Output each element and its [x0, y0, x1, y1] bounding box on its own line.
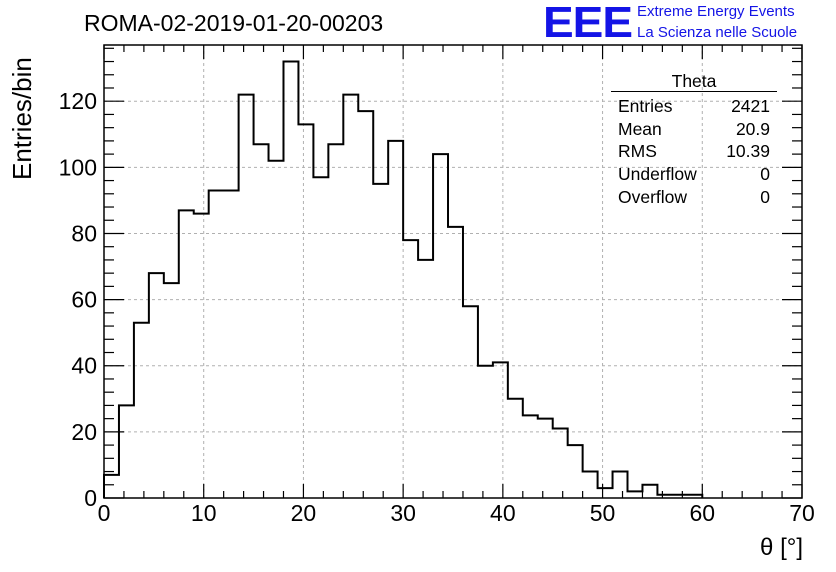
y-tick-label: 40 [71, 353, 97, 379]
stats-label: Mean [618, 118, 662, 139]
stats-row-entries: Entries 2421 [611, 95, 777, 118]
stats-row-underflow: Underflow 0 [611, 163, 777, 186]
x-tick-label: 50 [590, 500, 616, 526]
logo-line-1: Extreme Energy Events [637, 3, 795, 20]
x-tick-label: 20 [291, 500, 317, 526]
y-tick-label: 60 [71, 287, 97, 313]
axis-tick-labels: 0 10 20 30 40 50 60 70 0 20 40 60 80 100 120 [59, 88, 815, 526]
stats-value: 0 [760, 164, 770, 185]
stats-value: 0 [760, 186, 770, 207]
x-tick-label: 0 [98, 500, 111, 526]
y-tick-label: 20 [71, 419, 97, 445]
statistics-box: Theta Entries 2421 Mean 20.9 RMS 10.39 Underfl… [611, 72, 777, 208]
stats-label: Underflow [618, 164, 697, 185]
histogram-step-line [103, 60, 704, 498]
x-tick-label: 40 [490, 500, 516, 526]
stats-value: 2421 [731, 96, 770, 116]
statistics-box-title: Theta [611, 72, 777, 92]
grid-lines [104, 45, 802, 498]
eee-logo: EEE [543, 0, 633, 47]
stats-label: Entries [618, 96, 673, 116]
axis-ticks [103, 45, 803, 499]
stats-value: 10.39 [726, 141, 770, 162]
y-tick-label: 100 [59, 154, 97, 180]
y-tick-label: 0 [84, 485, 97, 511]
stats-value: 20.9 [735, 118, 770, 139]
logo-line-2: La Scienza nelle Scuole [637, 24, 798, 41]
y-tick-label: 120 [59, 88, 97, 114]
stats-label: Overflow [618, 186, 688, 207]
x-tick-label: 30 [390, 500, 416, 526]
y-axis-label: Entries/bin [7, 57, 37, 180]
stats-row-overflow: Overflow 0 [611, 186, 777, 209]
x-tick-label: 70 [789, 500, 815, 526]
stats-label: RMS [618, 141, 657, 162]
y-tick-label: 80 [71, 220, 97, 246]
stats-row-mean: Mean 20.9 [611, 118, 777, 141]
x-tick-label: 10 [191, 500, 217, 526]
statistics-rows: Entries 2421 Mean 20.9 RMS 10.39 Underflow 0 Ove… [611, 95, 777, 208]
stats-row-rms: RMS 10.39 [611, 140, 777, 163]
chart-title: ROMA-02-2019-01-20-00203 [84, 10, 384, 36]
x-tick-label: 60 [689, 500, 715, 526]
plot-frame [103, 44, 803, 499]
x-axis-label: θ [°] [760, 534, 803, 561]
